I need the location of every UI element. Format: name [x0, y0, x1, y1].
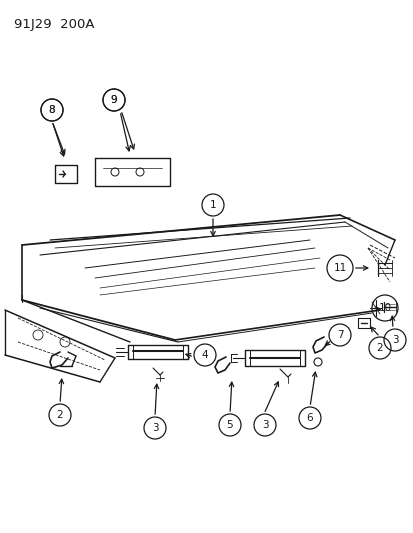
Text: 3: 3	[151, 423, 158, 433]
Text: 5: 5	[226, 420, 233, 430]
Text: 11: 11	[332, 263, 346, 273]
Text: 6: 6	[306, 413, 313, 423]
Text: 7: 7	[336, 330, 342, 340]
Text: 2: 2	[376, 343, 382, 353]
Text: 9: 9	[110, 95, 117, 105]
Text: 3: 3	[391, 335, 397, 345]
Text: 8: 8	[49, 105, 55, 115]
Text: 91J29  200A: 91J29 200A	[14, 18, 94, 31]
Text: 2: 2	[57, 410, 63, 420]
Text: 3: 3	[261, 420, 268, 430]
Text: 1: 1	[209, 200, 216, 210]
Text: 4: 4	[201, 350, 208, 360]
Text: 8: 8	[49, 105, 55, 115]
Text: 9: 9	[110, 95, 117, 105]
Text: 10: 10	[377, 303, 391, 313]
